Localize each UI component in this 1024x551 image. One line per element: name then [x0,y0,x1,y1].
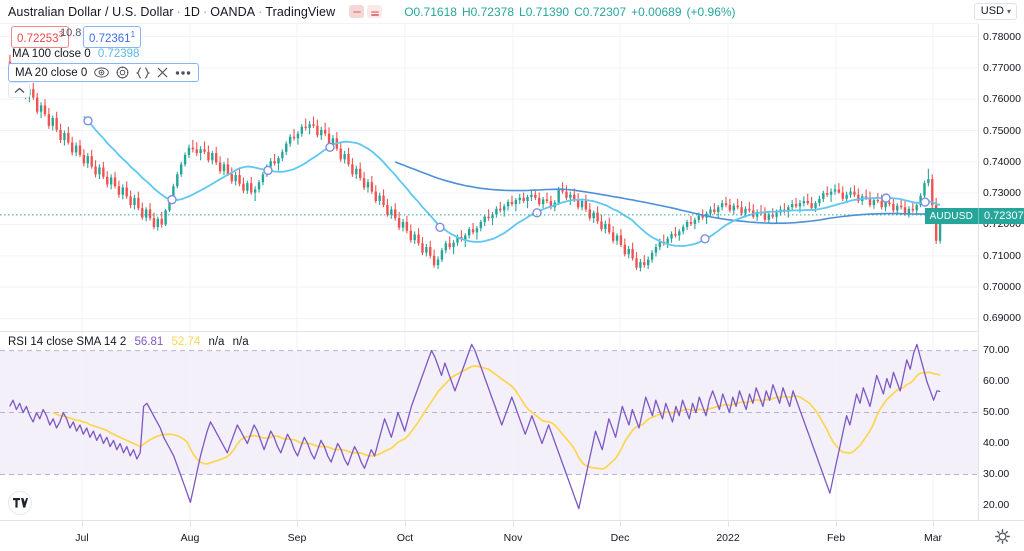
header-icon-group [349,5,383,18]
interval-label[interactable]: 1D [183,4,201,19]
time-axis-tick: Mar [923,532,943,544]
bars-style-icon[interactable] [367,5,383,18]
chart-settings-icon[interactable] [995,529,1010,544]
currency-select[interactable]: USD ▾ [973,3,1017,20]
rsi-panel[interactable] [0,331,978,520]
rsi-na-2: n/a [232,336,249,348]
time-axis-tick: Sep [287,532,307,544]
ma100-legend[interactable]: MA 100 close 0 0.72398 [12,48,139,60]
price-scale-tick: 0.75000 [983,124,1021,137]
price-tag-value: 0.72307 [978,208,1024,224]
header-separator-1: · [176,4,181,19]
collapse-pane-button[interactable] [8,82,30,98]
price-scale[interactable]: 0.78000 0.77000 0.76000 0.75000 0.74000 0.730… [978,24,1024,331]
time-axis-tick-mark [728,521,729,527]
time-axis-tick-mark [297,521,298,527]
ma20-legend-toolbar[interactable]: MA 20 close 0 [8,63,200,82]
ma20-label: MA 20 close 0 [15,66,88,79]
time-axis-tick: Nov [503,532,523,544]
sell-price-sup: 3 [58,30,64,39]
source-label: TradingView [265,4,336,19]
time-axis-tick-mark [82,521,83,527]
time-axis-tick: 2022 [716,532,740,544]
eye-icon[interactable] [94,67,110,78]
time-axis-tick-mark [933,521,934,527]
rsi-sma-value: 52.74 [171,336,201,348]
rsi-scale-tick: 20.00 [983,498,1010,511]
exchange-label[interactable]: OANDA [210,4,256,19]
header-separator-2: · [203,4,208,19]
ohlc-change-percent: (+0.96%) [686,4,736,19]
header-separator-3: · [258,4,263,19]
ma100-value: 0.72398 [97,48,140,60]
time-axis-tick: Jul [75,532,89,544]
sell-price-value: 0.72253 [17,32,59,45]
price-scale-tick: 0.70000 [983,281,1021,294]
price-scale-tick: 0.74000 [983,155,1021,168]
symbol-title[interactable]: Australian Dollar / U.S. Dollar [8,4,174,19]
rsi-chart-svg [0,332,978,520]
rsi-scale-tick: 50.00 [983,405,1010,418]
candles-style-icon[interactable] [349,5,365,18]
ohlc-low: L0.71390 [519,4,570,19]
price-chart-svg [0,24,978,331]
time-axis-tick-mark [405,521,406,527]
rsi-value: 56.81 [134,336,164,348]
ohlc-close: C0.72307 [574,4,627,19]
buy-price-sup: 1 [130,30,136,39]
sell-price-box[interactable]: 0.722533 [11,26,70,48]
price-tag-symbol: AUDUSD [924,208,978,224]
time-axis-tick-mark [620,521,621,527]
rsi-scale-tick: 60.00 [983,374,1010,387]
price-scale-tick: 0.77000 [983,61,1021,74]
ohlc-values: O0.71618 H0.72378 L0.71390 C0.72307 +0.0… [404,5,735,19]
price-scale-tick: 0.69000 [983,312,1021,325]
price-scale-tick: 0.76000 [983,93,1021,106]
chevron-up-icon [14,87,24,93]
time-axis-tick-mark [836,521,837,527]
more-icon[interactable] [175,70,191,76]
buy-price-value: 0.72361 [89,32,131,45]
time-axis-tick: Feb [826,532,846,544]
buy-price-box[interactable]: 0.723611 [83,26,142,48]
ma100-label: MA 100 close 0 [12,48,91,60]
ohlc-high: H0.72378 [461,4,514,19]
rsi-scale-tick: 70.00 [983,343,1010,356]
rsi-na-1: n/a [208,336,225,348]
time-axis-tick: Dec [610,532,630,544]
chart-header: Australian Dollar / U.S. Dollar · 1D · O… [0,0,978,24]
rsi-scale[interactable]: 70.00 60.00 50.00 40.00 30.00 20.00 [978,331,1024,520]
price-scale-tick: 0.78000 [983,30,1021,43]
ohlc-open: O0.71618 [404,4,457,19]
price-scale-tick: 0.73000 [983,187,1021,200]
rsi-label: RSI 14 close SMA 14 2 [8,336,127,348]
currency-select-label: USD [980,5,1004,17]
current-price-tag: AUDUSD 0.72307 [924,208,1024,224]
ohlc-change: +0.00689 [631,4,682,19]
tradingview-logo-icon [12,498,28,508]
rsi-scale-tick: 30.00 [983,467,1010,480]
tradingview-logo[interactable] [8,491,32,515]
time-axis-tick: Aug [180,532,200,544]
chevron-down-icon: ▾ [1006,6,1011,16]
close-icon[interactable] [157,67,168,78]
time-axis[interactable]: Jul Aug Sep Oct Nov Dec 2022 Feb Mar [0,520,1024,551]
gear-icon[interactable] [116,66,129,79]
time-axis-tick-mark [513,521,514,527]
time-axis-tick: Oct [396,532,414,544]
price-scale-tick: 0.71000 [983,249,1021,262]
time-axis-tick-mark [190,521,191,527]
rsi-scale-tick: 40.00 [983,436,1010,449]
rsi-legend[interactable]: RSI 14 close SMA 14 2 56.81 52.74 n/a n/… [8,336,249,348]
source-code-icon[interactable] [136,66,151,79]
spread-value: 10.8 [60,27,82,39]
